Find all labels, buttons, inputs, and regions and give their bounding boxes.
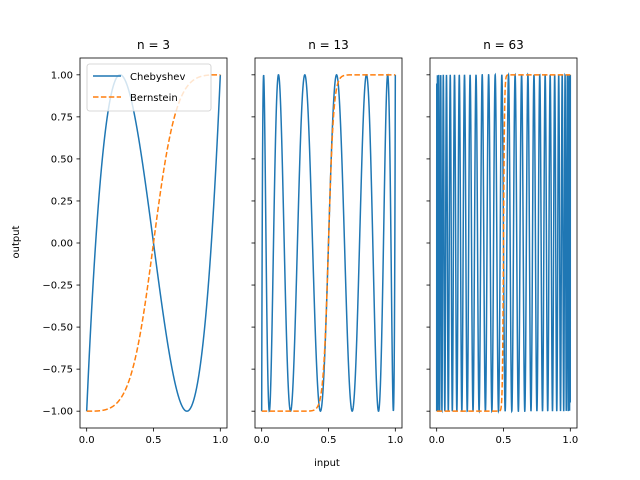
x-tick-label: 0.5	[321, 435, 337, 446]
y-tick-label: 1.00	[51, 70, 73, 81]
legend: Chebyshev Bernstein	[86, 63, 212, 112]
y-tick-label: −1.00	[42, 407, 73, 418]
panel-title-3: n = 63	[483, 38, 524, 52]
panel-2: n = 13 0.0 0.5 1.0	[251, 38, 403, 446]
x-tick-label: 1.0	[212, 435, 228, 446]
x-tick-label: 0.5	[146, 435, 162, 446]
x-tick-label: 1.0	[387, 435, 403, 446]
x-tick-label: 0.5	[496, 435, 512, 446]
legend-label-bernstein: Bernstein	[130, 93, 178, 104]
x-tick-label: 0.0	[429, 435, 445, 446]
y-tick-label: −0.25	[42, 281, 73, 292]
x-tick-label: 1.0	[562, 435, 578, 446]
panel-title-1: n = 3	[137, 38, 170, 52]
x-tick-label: 0.0	[79, 435, 95, 446]
y-tick-label: 0.25	[51, 196, 73, 207]
panel-3: n = 63 0.0 0.5 1.0	[426, 38, 578, 446]
x-axis-label: input	[314, 458, 340, 469]
y-tick-label: −0.50	[42, 323, 73, 334]
panels-group: n = 3 0.0 0.5 1.0 −1.00 −0.75 −0.50 −0.25 0.00 0.…	[42, 38, 578, 446]
panel-title-2: n = 13	[308, 38, 349, 52]
y-tick-label: 0.00	[51, 239, 73, 250]
series-line-bernstein-panel-3	[436, 74, 571, 412]
y-tick-label: 0.75	[51, 112, 73, 123]
y-tick-label: −0.75	[42, 365, 73, 376]
legend-label-chebyshev: Chebyshev	[130, 72, 185, 83]
y-tick-label: 0.50	[51, 154, 73, 165]
panel-1: n = 3 0.0 0.5 1.0 −1.00 −0.75 −0.50 −0.25 0.00 0.…	[42, 38, 228, 446]
x-tick-label: 0.0	[254, 435, 270, 446]
series-line-bernstein-panel-2	[261, 74, 396, 412]
y-axis-label: output	[11, 225, 22, 258]
